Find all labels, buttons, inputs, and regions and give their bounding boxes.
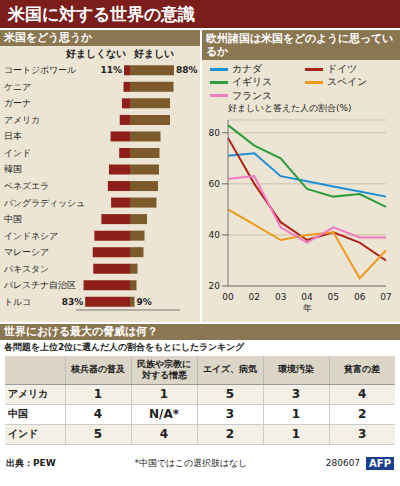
html-text:1: 1 <box>291 407 301 421</box>
html-text:欧州諸国は米国をどのように思っているか: 欧州諸国は米国をどのように思っているか <box>206 32 393 58</box>
html-text:イギリス: イギリス <box>232 76 272 88</box>
html-text:好ましいと答えた人の割合(%): 好ましいと答えた人の割合(%) <box>228 103 352 113</box>
svg-text:パキスタン: パキスタン <box>3 264 49 274</box>
svg-text:07: 07 <box>380 292 391 302</box>
svg-text:インド: インド <box>4 148 31 158</box>
svg-text:韓国: 韓国 <box>4 164 22 174</box>
html-text:インド: インド <box>8 428 38 439</box>
svg-text:88%: 88% <box>176 65 198 75</box>
html-text:AFP: AFP <box>369 457 391 469</box>
svg-text:80: 80 <box>209 128 221 138</box>
html-text:5: 5 <box>93 427 103 441</box>
svg-text:06: 06 <box>354 292 366 302</box>
svg-text:83%: 83% <box>62 297 84 307</box>
html-text:核兵器の普及: 核兵器の普及 <box>71 364 125 375</box>
svg-text:日本: 日本 <box>4 131 22 141</box>
html-text:*中国ではこの選択肢はなし: *中国ではこの選択肢はなし <box>134 457 247 468</box>
svg-text:ガーナ: ガーナ <box>4 98 31 108</box>
html-text:3: 3 <box>358 427 367 441</box>
svg-text:ベネズエラ: ベネズエラ <box>4 181 49 191</box>
html-text:出典：PEW: 出典：PEW <box>6 457 56 468</box>
svg-text:40: 40 <box>209 230 221 240</box>
svg-text:マレーシア: マレーシア <box>4 247 49 257</box>
html-text:4: 4 <box>358 387 367 401</box>
svg-text:05: 05 <box>328 292 339 302</box>
html-text:5: 5 <box>225 387 235 401</box>
html-text:アメリカ: アメリカ <box>8 388 48 399</box>
svg-text:アメリカ: アメリカ <box>4 115 40 125</box>
html-text:3: 3 <box>291 387 301 401</box>
html-text:環境汚染: 環境汚染 <box>278 364 314 375</box>
svg-text:ケニア: ケニア <box>4 82 31 92</box>
svg-text:バングラディッシュ: バングラディッシュ <box>3 198 85 208</box>
html-text:フランス: フランス <box>232 89 272 101</box>
html-text:中国: 中国 <box>8 408 28 419</box>
svg-text:中国: 中国 <box>4 214 22 224</box>
html-text:2: 2 <box>358 407 367 421</box>
svg-text:03: 03 <box>275 292 286 302</box>
svg-text:11%: 11% <box>101 65 123 75</box>
html-text:4: 4 <box>93 407 103 421</box>
html-text:1: 1 <box>291 427 301 441</box>
html-text:1: 1 <box>93 387 103 401</box>
html-text:1: 1 <box>159 387 169 401</box>
svg-text:02: 02 <box>249 292 260 302</box>
svg-text:9%: 9% <box>137 297 152 307</box>
html-text:カナダ: カナダ <box>232 63 262 74</box>
html-text:好ましい: 好ましい <box>134 48 174 59</box>
html-text:スペイン: スペイン <box>327 76 367 88</box>
svg-text:コートジボワール: コートジボワール <box>4 65 76 75</box>
html-text:好ましくない: 好ましくない <box>66 48 126 59</box>
html-text:N/A*: N/A* <box>149 407 179 421</box>
html-text:米国に対する世界の意識: 米国に対する世界の意識 <box>8 4 195 24</box>
html-text:民族や宗教に対する憎悪: 民族や宗教に対する憎悪 <box>137 358 191 380</box>
html-text:ドイツ: ドイツ <box>327 63 357 74</box>
html-text:3: 3 <box>225 407 235 421</box>
html-text:世界における最大の脅威は何？: 世界における最大の脅威は何？ <box>4 325 158 338</box>
html-text:米国をどう思うか: 米国をどう思うか <box>4 31 92 44</box>
svg-text:00: 00 <box>222 292 234 302</box>
html-text:4: 4 <box>159 427 169 441</box>
html-text:280607: 280607 <box>325 458 361 468</box>
svg-text:04: 04 <box>301 292 313 302</box>
svg-text:60: 60 <box>209 179 221 189</box>
svg-text:20: 20 <box>209 281 221 291</box>
html-text:エイズ、病気: エイズ、病気 <box>203 364 257 375</box>
html-text:2: 2 <box>225 427 235 441</box>
svg-text:インドネシア: インドネシア <box>4 231 58 241</box>
svg-text:年: 年 <box>303 303 312 313</box>
svg-text:トルコ: トルコ <box>4 297 31 307</box>
html-text:貧富の差: 貧富の差 <box>344 364 381 375</box>
svg-text:パレスチナ自治区: パレスチナ自治区 <box>3 280 76 290</box>
html-text:各問題を上位2位に選んだ人の割合をもとにしたランキング: 各問題を上位2位に選んだ人の割合をもとにしたランキング <box>4 342 245 352</box>
